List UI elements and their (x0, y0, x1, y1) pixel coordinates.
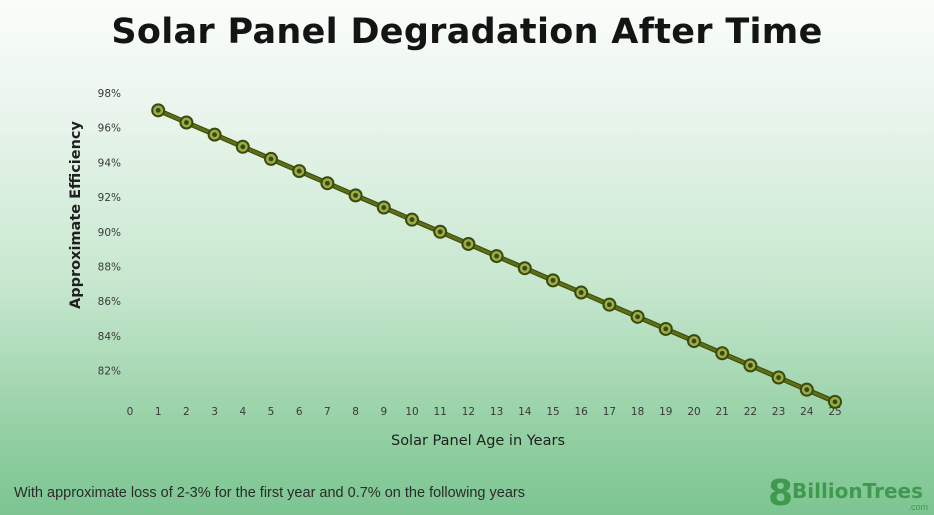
x-tick-label: 16 (575, 406, 589, 418)
x-tick-label: 2 (183, 406, 190, 418)
y-tick-label: 90% (98, 227, 121, 239)
data-point-center (184, 120, 189, 125)
data-point-center (240, 144, 246, 150)
x-tick-label: 20 (687, 406, 700, 418)
y-tick-label: 96% (98, 123, 121, 135)
chart-title: Solar Panel Degradation After Time (111, 12, 823, 52)
x-tick-label: 24 (800, 406, 814, 418)
x-tick-label: 8 (352, 406, 359, 418)
y-tick-label: 82% (98, 366, 121, 378)
x-tick-label: 23 (772, 406, 785, 418)
logo-eight: 8 (768, 473, 794, 514)
data-point-center (381, 205, 387, 210)
data-point-center (550, 277, 556, 283)
x-tick-label: 4 (239, 406, 246, 418)
data-point-center (607, 302, 612, 308)
x-axis-label: Solar Panel Age in Years (391, 433, 565, 449)
data-point-center (268, 156, 274, 162)
x-tick-label: 13 (490, 406, 503, 418)
x-tick-label: 1 (155, 406, 162, 418)
y-tick-label: 86% (98, 296, 121, 308)
x-tick-label: 21 (716, 406, 729, 418)
data-point-center (466, 241, 471, 247)
x-tick-label: 9 (380, 406, 387, 418)
data-point-center (719, 350, 725, 356)
y-axis-label: Approximate Efficiency (68, 120, 84, 309)
y-tick-label: 88% (98, 262, 121, 274)
data-point-center (635, 314, 640, 320)
y-tick-label: 84% (98, 331, 121, 343)
x-tick-label: 25 (828, 406, 841, 418)
data-point-center (353, 192, 358, 198)
data-point-center (804, 387, 810, 393)
x-tick-label: 7 (324, 406, 331, 418)
data-point-center (691, 338, 697, 344)
logo-suffix: .com (908, 502, 928, 512)
x-tick-label: 17 (603, 406, 616, 418)
x-tick-label: 18 (631, 406, 644, 418)
data-point-center (578, 290, 584, 295)
x-tick-label: 12 (462, 406, 475, 418)
data-point-center (155, 107, 161, 113)
logo-name: BillionTrees (792, 479, 923, 503)
data-point-center (296, 168, 302, 174)
x-tick-label: 15 (546, 406, 559, 418)
data-point-center (663, 326, 669, 332)
data-point-center (409, 217, 415, 223)
x-tick-label: 5 (268, 406, 275, 418)
x-tick-label: 14 (518, 406, 532, 418)
data-point-center (212, 132, 218, 138)
x-tick-label: 19 (659, 406, 672, 418)
data-point-center (776, 375, 781, 380)
data-point-center (832, 399, 838, 405)
data-point-center (494, 253, 499, 259)
x-tick-label: 10 (405, 406, 418, 418)
data-point-center (522, 265, 528, 271)
y-tick-label: 98% (98, 88, 121, 100)
x-tick-label: 6 (296, 406, 303, 418)
footnote: With approximate loss of 2-3% for the fi… (14, 485, 525, 501)
y-axis-ticks: 98% 96% 94% 92% 90% 88% 86% 84% 82% (98, 88, 121, 378)
x-tick-label: 22 (744, 406, 757, 418)
x-tick-label: 11 (434, 406, 447, 418)
series-group (151, 103, 842, 409)
billiontrees-logo[interactable]: 8 BillionTrees .com (768, 474, 930, 514)
x-tick-label: 0 (127, 406, 134, 418)
data-point-center (748, 362, 753, 368)
y-tick-label: 94% (98, 157, 121, 169)
data-point-center (325, 180, 330, 186)
y-tick-label: 92% (98, 192, 121, 204)
data-point-center (437, 229, 443, 235)
x-tick-label: 3 (211, 406, 218, 418)
x-axis-ticks: 0 1 2 3 4 5 6 7 8 9 10 11 12 13 14 15 16 17 18 19 20 21 22 23 24… (127, 406, 842, 418)
